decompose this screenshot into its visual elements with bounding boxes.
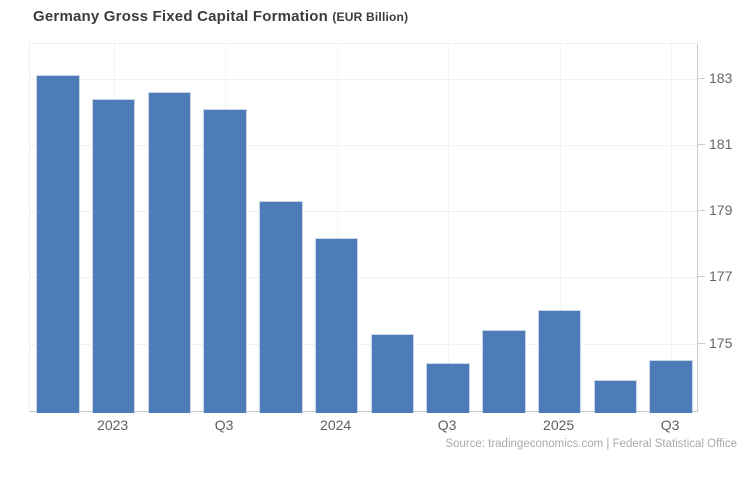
bar-2024-q1[interactable]	[314, 237, 359, 413]
h-gridline-179	[30, 211, 697, 213]
y-tick-label-175: 175	[709, 334, 733, 351]
plot-area[interactable]	[29, 43, 698, 413]
y-tick-mark-181	[698, 143, 705, 145]
source-attribution: Source: tradingeconomics.com | Federal S…	[445, 438, 737, 450]
y-tick-label-177: 177	[709, 268, 733, 285]
h-gridline-183	[30, 78, 697, 80]
v-gridline-5	[336, 44, 338, 411]
y-tick-label-181: 181	[709, 135, 733, 152]
chart-title-units: (EUR Billion)	[332, 10, 409, 24]
bar-2023-q3[interactable]	[203, 108, 247, 413]
v-gridline-7	[448, 44, 450, 411]
h-gridline-177	[30, 277, 697, 279]
bar-2023-q2[interactable]	[147, 91, 192, 413]
x-tick-label-1: 2023	[97, 417, 129, 433]
v-gridline-9	[559, 44, 561, 411]
y-tick-label-179: 179	[709, 202, 733, 219]
y-tick-mark-177	[698, 276, 705, 278]
x-tick-label-3: Q3	[214, 417, 234, 433]
y-tick-mark-179	[698, 210, 705, 212]
bar-2025-q3[interactable]	[649, 360, 693, 413]
x-tick-label-11: Q3	[660, 417, 680, 433]
bar-2022-q4[interactable]	[36, 75, 80, 413]
chart-header: Germany Gross Fixed Capital Formation (E…	[33, 8, 738, 25]
y-tick-mark-175	[698, 342, 705, 344]
v-gridline-11	[671, 44, 673, 411]
bar-2025-q2[interactable]	[593, 379, 638, 413]
x-tick-label-7: Q3	[437, 417, 457, 433]
bar-2024-q3[interactable]	[426, 363, 470, 413]
bar-2024-q2[interactable]	[370, 333, 415, 413]
chart-title-main: Germany Gross Fixed Capital Formation	[33, 8, 328, 25]
y-tick-mark-183	[698, 77, 705, 79]
bar-2023-q1[interactable]	[91, 98, 136, 413]
chart-title: Germany Gross Fixed Capital Formation (E…	[33, 8, 738, 25]
bar-2024-q4[interactable]	[482, 330, 526, 413]
x-tick-label-9: 2025	[543, 417, 575, 433]
x-tick-label-5: 2024	[320, 417, 352, 433]
bar-2023-q4[interactable]	[259, 201, 303, 413]
bar-2025-q1[interactable]	[537, 310, 582, 413]
h-gridline-175	[30, 343, 697, 345]
y-tick-label-183: 183	[709, 69, 733, 86]
h-gridline-181	[30, 144, 697, 146]
